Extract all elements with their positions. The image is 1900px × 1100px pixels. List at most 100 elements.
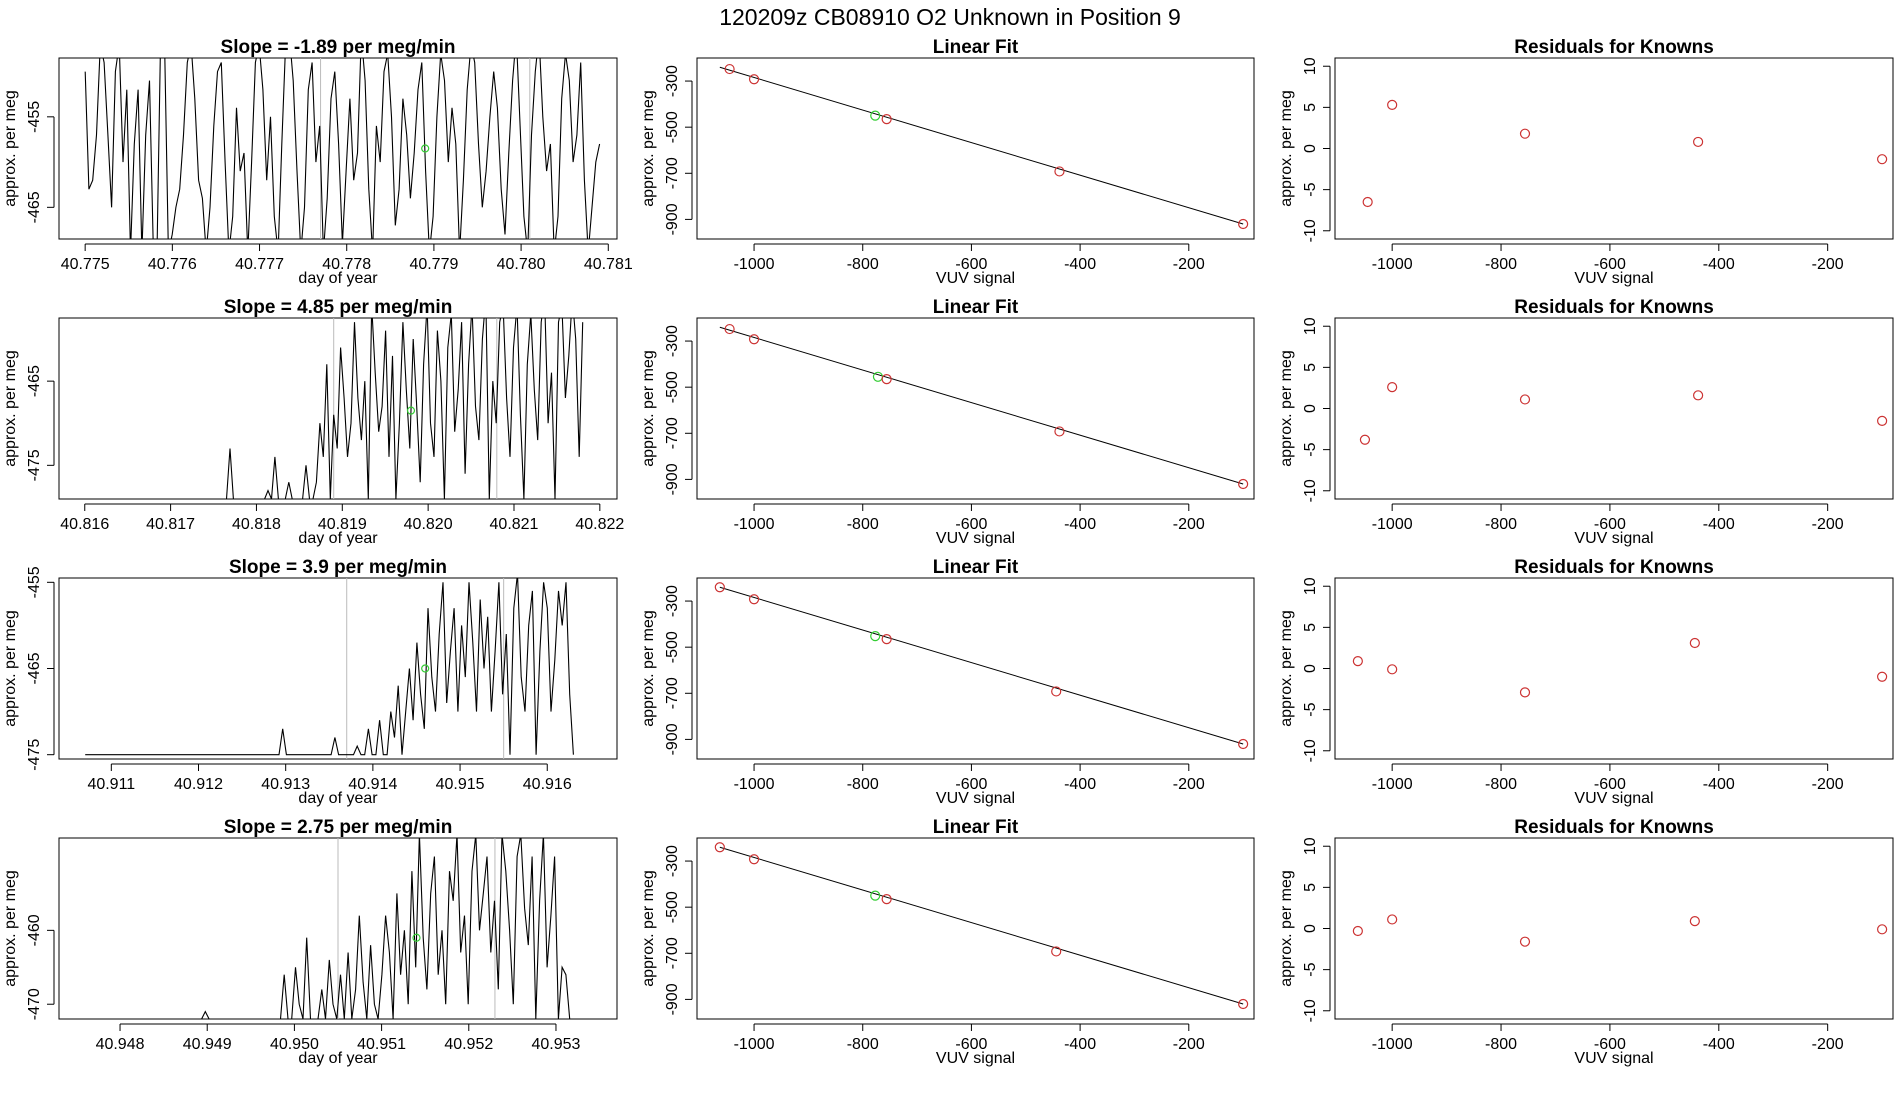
known-point: [748, 74, 760, 85]
x-tick-label: 40.820: [404, 516, 453, 533]
x-tick-label: 40.948: [96, 1036, 145, 1053]
x-tick-label: 40.779: [409, 256, 458, 273]
panel-trace-2: Slope = 4.85 per meg/min 40.816 40.817 40.8…: [2, 297, 624, 547]
panel-fit-2: Linear Fit -1000 -800 -600 -400 -200 VUV signa…: [640, 297, 1255, 547]
x-tick-label: -400: [1703, 516, 1735, 533]
residual-point: [1387, 664, 1398, 675]
panel-title: Linear Fit: [933, 557, 1019, 578]
x-axis-label: VUV signal: [1574, 270, 1653, 287]
known-point: [881, 894, 892, 905]
known-point: [748, 594, 760, 605]
y-tick-label: -5: [1302, 702, 1319, 716]
y-tick-label: 10: [1302, 837, 1319, 855]
plot-area: [84, 318, 584, 499]
y-tick-label: -5: [1302, 182, 1319, 196]
panel-trace-3: Slope = 3.9 per meg/min 40.911 40.912 40.91…: [2, 557, 618, 807]
x-axis-label: VUV signal: [936, 790, 1015, 807]
x-axis-label: day of year: [298, 530, 378, 547]
y-axis-label: approx. per meg: [2, 90, 19, 207]
x-tick-label: 40.775: [61, 256, 110, 273]
residual-point: [1877, 924, 1888, 935]
plot-frame: [58, 577, 618, 760]
residual-point: [1387, 99, 1398, 110]
x-tick-label: -200: [1173, 776, 1205, 793]
panel-title: Slope = 2.75 per meg/min: [224, 817, 453, 838]
y-tick-label: 10: [1302, 577, 1319, 595]
y-tick-label: 5: [1302, 883, 1319, 892]
y-tick-label: -470: [26, 988, 43, 1020]
x-tick-label: 40.916: [523, 776, 572, 793]
known-point: [881, 634, 892, 645]
x-tick-label: -600: [1594, 1036, 1626, 1053]
x-tick-label: -200: [1812, 256, 1844, 273]
y-tick-label: -10: [1302, 479, 1319, 502]
y-tick-label: -5: [1302, 962, 1319, 976]
residual-point: [1689, 915, 1700, 927]
known-point: [714, 582, 725, 593]
fit-line: [719, 586, 1244, 745]
x-axis-label: VUV signal: [936, 1050, 1015, 1067]
x-tick-label: 40.816: [60, 516, 109, 533]
residual-point: [1519, 128, 1531, 139]
x-tick-label: -1000: [734, 776, 775, 793]
y-axis-label: approx. per meg: [640, 90, 657, 207]
known-point: [748, 334, 760, 345]
unknown-point: [870, 110, 881, 121]
y-tick-label: -10: [1302, 219, 1319, 242]
residual-point: [1519, 687, 1531, 698]
x-tick-label: -1000: [1372, 256, 1413, 273]
x-tick-label: -800: [847, 516, 879, 533]
x-tick-label: -1000: [734, 516, 775, 533]
unknown-point: [872, 371, 884, 382]
x-tick-label: 40.953: [532, 1036, 581, 1053]
known-point: [714, 842, 725, 853]
known-point: [1238, 738, 1249, 750]
fit-line: [719, 66, 1244, 225]
residual-point: [1352, 655, 1363, 667]
known-point: [881, 114, 892, 125]
y-axis-label: approx. per meg: [640, 870, 657, 987]
figure-title: 120209z CB08910 O2 Unknown in Position 9: [719, 4, 1181, 30]
unknown-point: [870, 890, 881, 901]
x-tick-label: -800: [847, 1036, 879, 1053]
y-tick-label: -700: [664, 157, 681, 189]
unknown-point: [870, 631, 881, 642]
trace-series: [84, 318, 584, 499]
y-tick-label: 0: [1302, 924, 1319, 933]
residual-point: [1877, 671, 1888, 682]
y-tick-label: -900: [664, 723, 681, 755]
x-tick-label: -800: [1485, 776, 1517, 793]
panel-title: Slope = -1.89 per meg/min: [221, 37, 456, 58]
y-tick-label: -5: [1302, 442, 1319, 456]
x-tick-label: 40.818: [232, 516, 281, 533]
x-tick-label: -200: [1812, 516, 1844, 533]
x-tick-label: -600: [1594, 256, 1626, 273]
y-tick-label: -500: [664, 891, 681, 923]
x-axis-label: day of year: [298, 790, 378, 807]
plot-area: [714, 842, 1249, 1010]
y-tick-label: -465: [26, 191, 43, 223]
known-point: [1238, 478, 1249, 490]
y-axis-label: approx. per meg: [2, 350, 19, 467]
x-tick-label: -200: [1812, 776, 1844, 793]
y-axis-label: approx. per meg: [1278, 350, 1295, 467]
x-tick-label: -600: [955, 776, 987, 793]
plot-area: [85, 838, 574, 1019]
x-tick-label: -600: [955, 256, 987, 273]
panel-title: Slope = 4.85 per meg/min: [224, 297, 453, 318]
x-tick-label: -600: [1594, 516, 1626, 533]
y-tick-label: -700: [664, 937, 681, 969]
x-tick-label: 40.913: [261, 776, 310, 793]
y-tick-label: -500: [664, 371, 681, 403]
x-tick-label: -400: [1064, 776, 1096, 793]
y-tick-label: -300: [664, 325, 681, 357]
x-tick-label: 40.952: [444, 1036, 493, 1053]
known-point: [1238, 218, 1249, 230]
plot-area: [1352, 914, 1888, 947]
known-point: [724, 323, 735, 335]
y-tick-label: -700: [664, 417, 681, 449]
x-axis-label: VUV signal: [1574, 790, 1653, 807]
known-point: [1051, 686, 1062, 697]
x-tick-label: -1000: [1372, 1036, 1413, 1053]
